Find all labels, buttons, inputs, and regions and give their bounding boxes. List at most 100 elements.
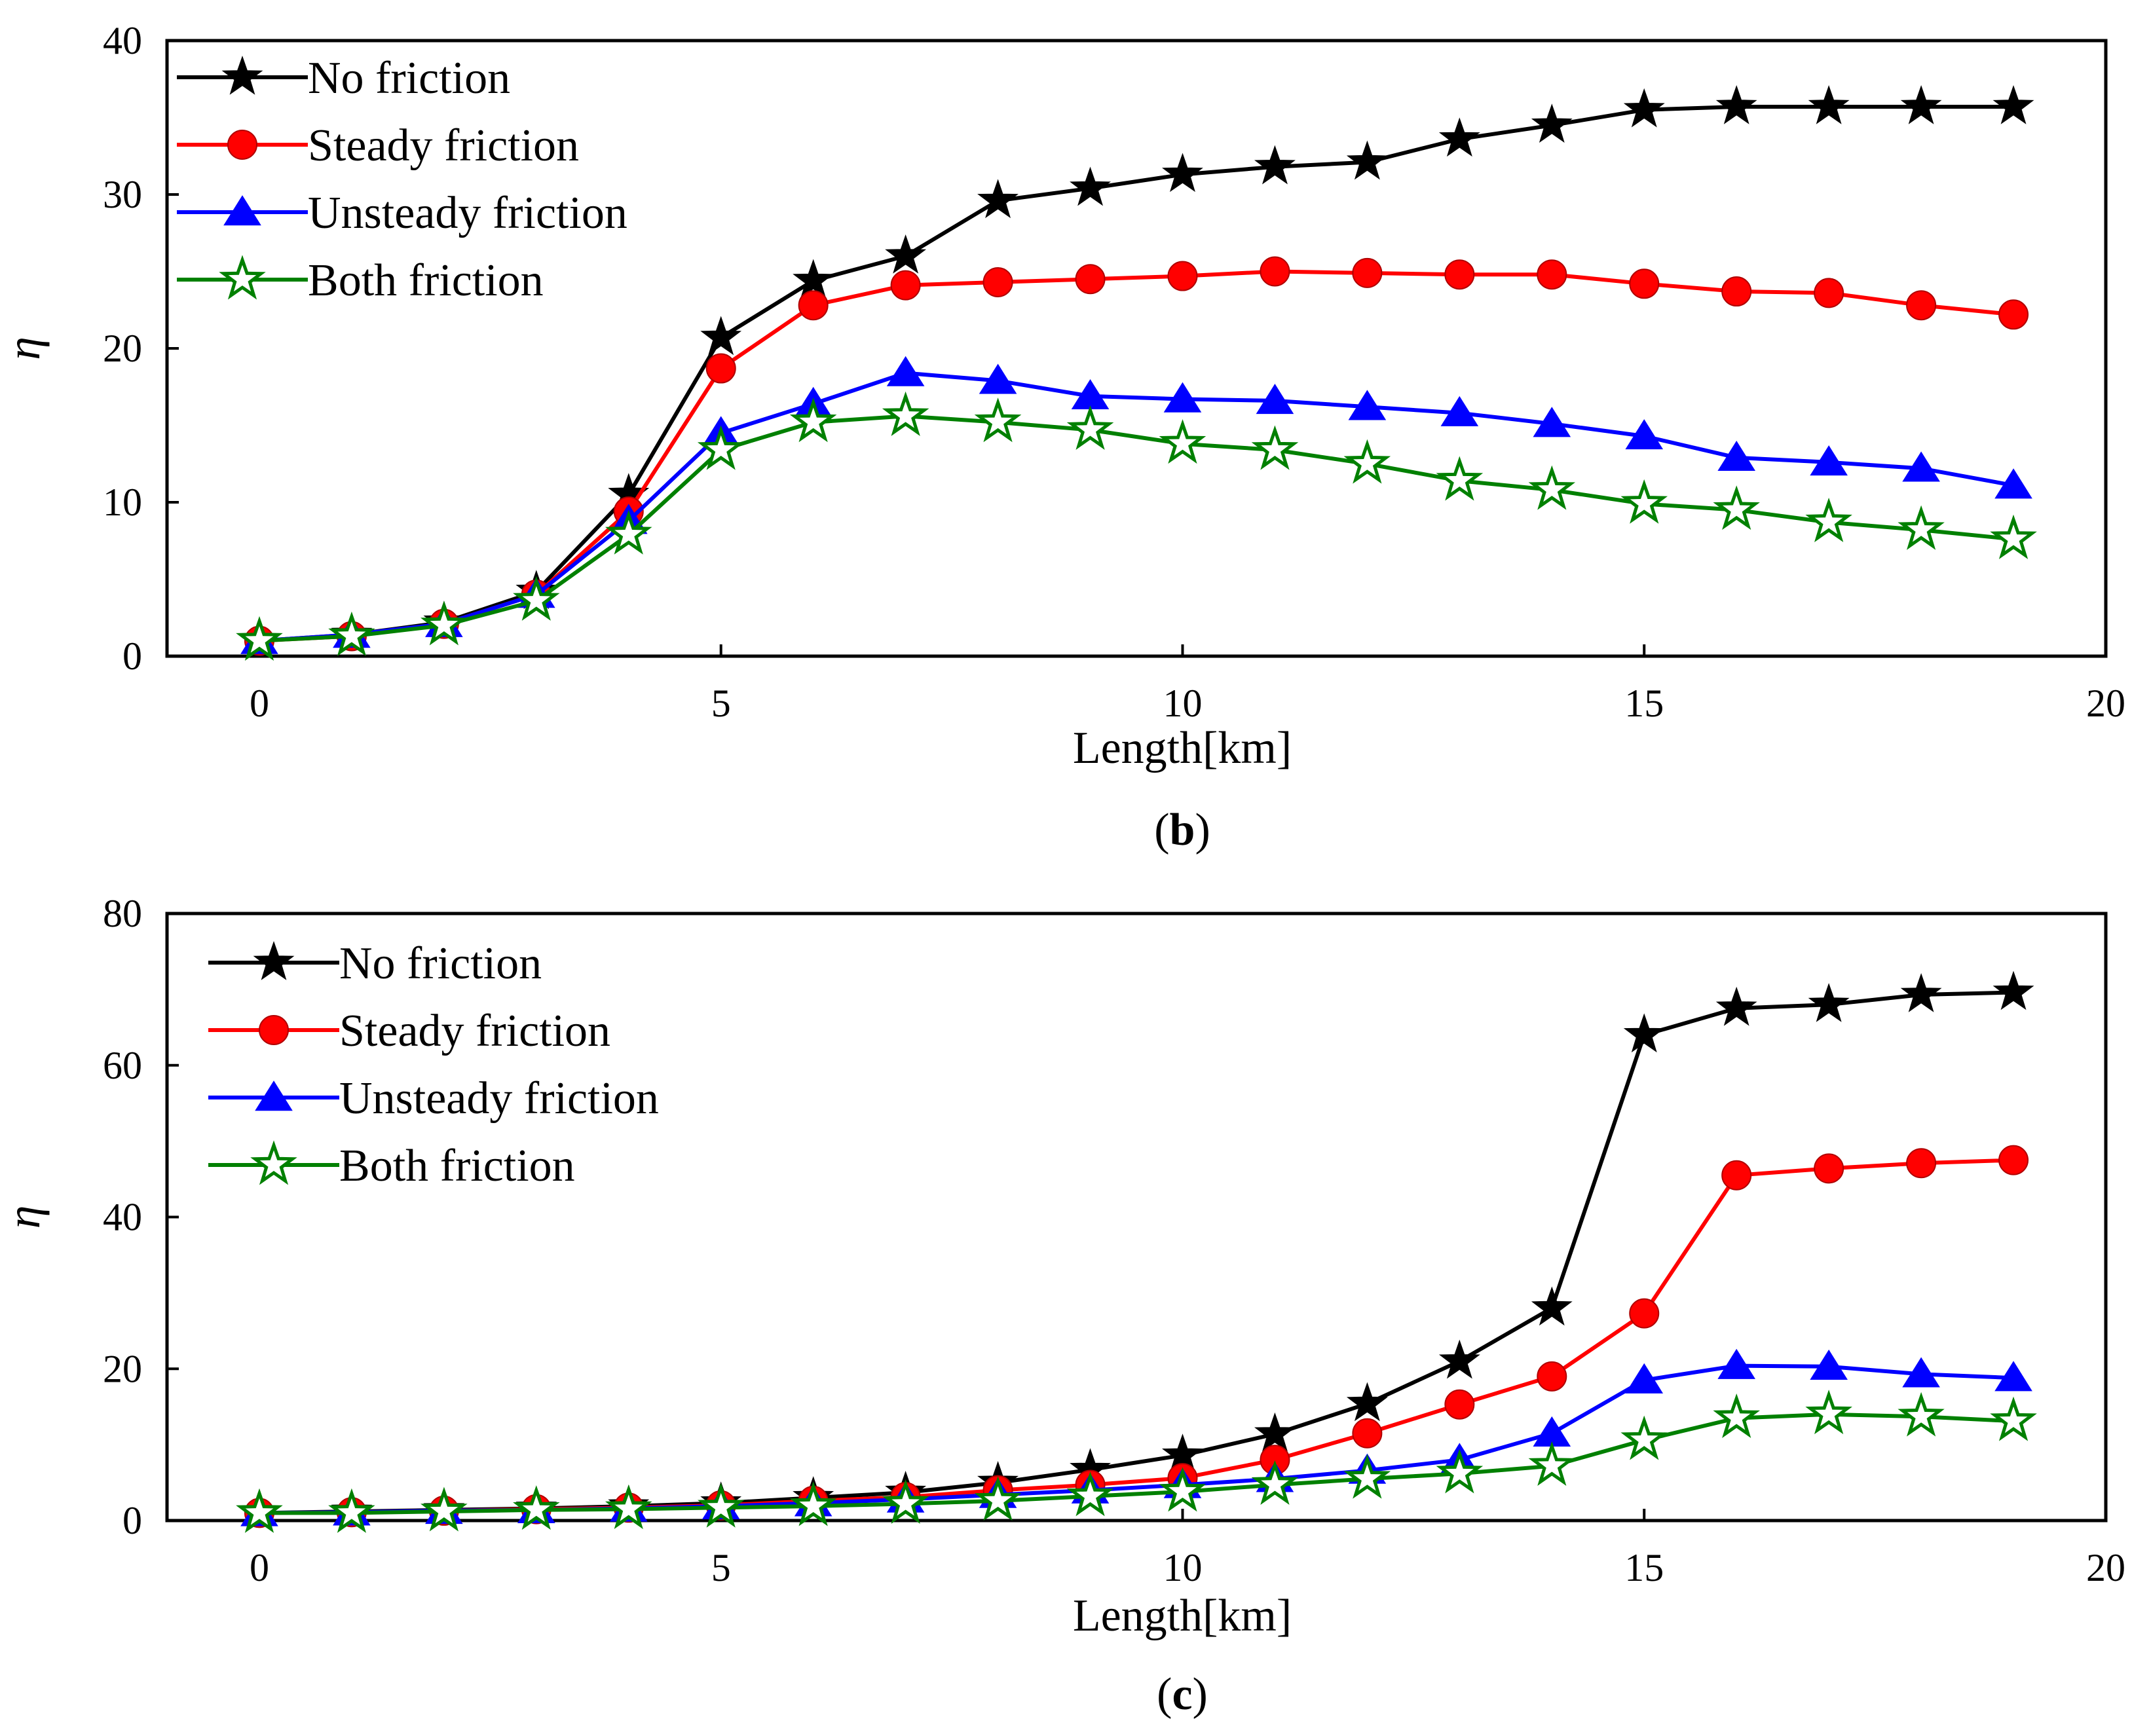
y-tick-label: 60 bbox=[103, 1044, 142, 1087]
legend-marker bbox=[219, 255, 266, 300]
data-point bbox=[697, 1483, 745, 1528]
data-point bbox=[1906, 290, 1937, 321]
data-point bbox=[1066, 405, 1114, 450]
data-point bbox=[705, 353, 736, 384]
data-point bbox=[1537, 1361, 1567, 1392]
y-tick-label: 20 bbox=[103, 1347, 142, 1390]
data-point bbox=[789, 1481, 837, 1526]
x-tick-label: 10 bbox=[1163, 1546, 1202, 1589]
x-tick-label: 15 bbox=[1624, 1546, 1664, 1589]
chart-panel-c: 0 5 10 15 20 0 20 40 60 80 Length[km] η (c) No fricti… bbox=[0, 892, 2125, 1720]
data-point bbox=[1814, 1153, 1844, 1184]
legend-marker bbox=[223, 195, 261, 226]
y-axis-label: η bbox=[0, 1206, 50, 1229]
data-point bbox=[1625, 1363, 1664, 1394]
series-unsteady-friction bbox=[240, 1348, 2032, 1526]
legend-marker bbox=[250, 1140, 297, 1185]
series-steady-friction bbox=[244, 256, 2029, 656]
data-point bbox=[1990, 514, 2037, 559]
data-point bbox=[1629, 268, 1660, 299]
data-point bbox=[1721, 276, 1752, 307]
data-point bbox=[1251, 425, 1299, 470]
x-tick-label: 20 bbox=[2086, 682, 2125, 725]
data-point bbox=[1537, 259, 1567, 290]
data-point bbox=[1713, 1393, 1760, 1438]
data-point bbox=[236, 1488, 283, 1533]
series-both-friction bbox=[236, 391, 2037, 661]
x-tick-label: 15 bbox=[1624, 682, 1664, 725]
data-point bbox=[1438, 1339, 1480, 1379]
y-tick-label: 10 bbox=[103, 481, 142, 524]
chart-panel-b: 0 5 10 15 20 0 10 20 30 40 Length[km] η (b) No fricti… bbox=[0, 19, 2125, 855]
data-point bbox=[974, 397, 1022, 443]
legend: No friction Steady friction Unsteady frict… bbox=[208, 938, 659, 1191]
data-point bbox=[1346, 140, 1388, 180]
data-point bbox=[1717, 1348, 1755, 1379]
data-point bbox=[1900, 972, 1942, 1012]
data-point bbox=[1436, 1449, 1484, 1494]
data-point bbox=[1159, 419, 1206, 464]
y-tick-label: 20 bbox=[103, 327, 142, 370]
data-point bbox=[1808, 983, 1850, 1022]
legend-marker bbox=[255, 1080, 293, 1111]
data-point bbox=[328, 611, 375, 656]
data-point bbox=[605, 1484, 652, 1530]
x-axis-label: Length[km] bbox=[1073, 1591, 1292, 1641]
data-point bbox=[1990, 1396, 2037, 1441]
data-point bbox=[1075, 264, 1106, 295]
data-point bbox=[1805, 498, 1852, 542]
data-point bbox=[1254, 145, 1296, 185]
x-tick-label: 5 bbox=[711, 1546, 731, 1589]
data-point bbox=[1994, 468, 2032, 499]
data-point bbox=[1533, 407, 1571, 437]
series-no-friction bbox=[238, 84, 2034, 659]
data-point bbox=[1994, 1361, 2032, 1392]
data-point bbox=[1436, 456, 1484, 501]
data-point bbox=[1343, 1454, 1391, 1499]
data-point bbox=[605, 509, 652, 555]
data-point bbox=[1992, 970, 2034, 1010]
data-point bbox=[513, 576, 560, 621]
data-point bbox=[977, 179, 1019, 219]
data-point bbox=[1346, 1382, 1388, 1422]
legend-marker bbox=[259, 1015, 289, 1045]
series-line bbox=[259, 1158, 2014, 1515]
data-point bbox=[885, 234, 927, 274]
legend-label: Unsteady friction bbox=[308, 188, 627, 238]
data-point bbox=[1348, 390, 1387, 420]
x-tick-label: 20 bbox=[2086, 1546, 2125, 1589]
y-tick-label: 0 bbox=[122, 635, 142, 678]
data-point bbox=[1260, 256, 1290, 287]
series-line bbox=[259, 414, 2014, 643]
data-point bbox=[421, 1487, 468, 1532]
data-point bbox=[328, 1488, 375, 1533]
data-point bbox=[1906, 1148, 1937, 1179]
data-point bbox=[697, 425, 745, 470]
data-point bbox=[1715, 84, 1757, 124]
data-point bbox=[793, 259, 834, 299]
data-point bbox=[1528, 1441, 1576, 1486]
data-point bbox=[1163, 382, 1202, 413]
data-point bbox=[421, 600, 468, 646]
data-point bbox=[882, 1479, 929, 1524]
legend-label: Unsteady friction bbox=[339, 1073, 659, 1124]
data-point bbox=[1256, 384, 1294, 415]
legend-marker bbox=[253, 940, 295, 980]
series-steady-friction bbox=[244, 1145, 2029, 1528]
data-point bbox=[1713, 485, 1760, 530]
data-point bbox=[1438, 117, 1480, 157]
data-point bbox=[1070, 166, 1112, 206]
data-point bbox=[882, 391, 929, 436]
data-point bbox=[1715, 986, 1757, 1026]
panel-label: (b) bbox=[1154, 805, 1210, 855]
data-point bbox=[1629, 1298, 1660, 1329]
data-point bbox=[1902, 1357, 1940, 1388]
data-point bbox=[1620, 1415, 1668, 1460]
data-point bbox=[1251, 1460, 1299, 1505]
data-point bbox=[1898, 1392, 1945, 1437]
series-line bbox=[259, 105, 2013, 643]
data-point bbox=[700, 316, 742, 356]
data-point bbox=[1531, 1286, 1573, 1326]
legend: No friction Steady friction Unsteady frict… bbox=[177, 53, 627, 306]
